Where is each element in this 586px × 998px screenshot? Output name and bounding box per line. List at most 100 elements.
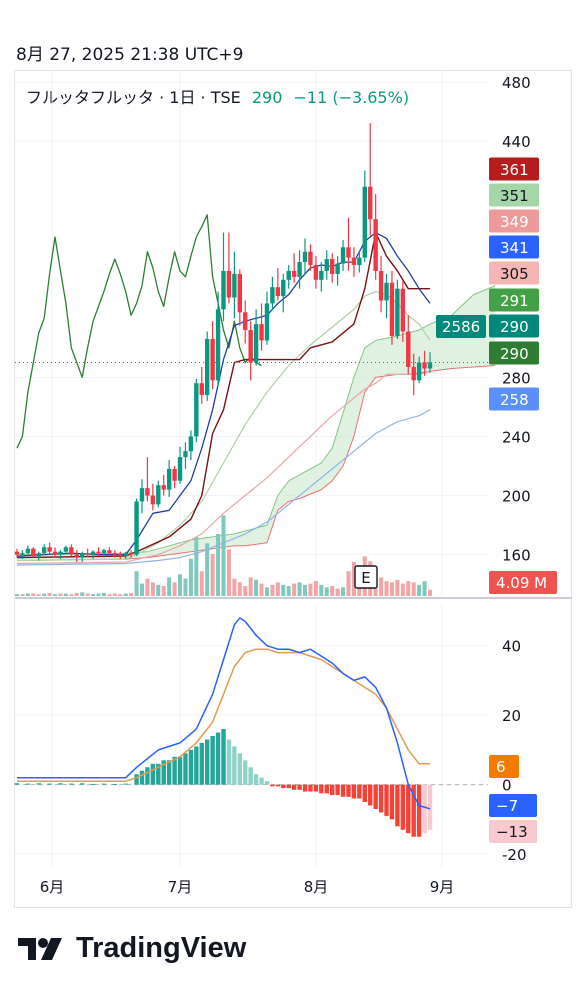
candle-body [275,287,281,297]
candle-body [194,383,199,437]
volume-bar [406,581,411,596]
volume-bar [221,515,226,596]
volume-bar [80,592,85,596]
candle-body [422,362,427,369]
volume-bar [47,592,52,596]
macd-axis-tick: -20 [502,846,527,864]
candle-body [237,273,243,313]
volume-bar [351,561,356,596]
macd-histogram-bar [58,783,63,785]
volume-bar [422,581,427,596]
macd-histogram-bar [210,736,215,785]
countdown-tag [436,315,486,338]
candle-body [411,366,416,381]
volume-bar [15,594,19,596]
tradingview-logo-icon [18,937,62,960]
macd-histogram-bar [156,763,161,785]
candle-body [357,257,362,266]
macd-histogram-bar [177,756,183,785]
price-tag-label: 361 [500,161,529,179]
price-tag [489,183,539,207]
brand-name: TradingView [76,932,247,964]
candle-body [172,468,177,481]
volume-bar [172,582,177,596]
macd-histogram-bar [215,732,221,785]
volume-bar [145,578,150,596]
macd-histogram-bar [324,784,329,794]
volume-bar [286,586,291,596]
timestamp: 8月 27, 2025 21:38 UTC+9 [16,45,244,65]
volume-bar [42,593,47,596]
candle-body [313,265,319,280]
candle-body [52,551,58,555]
macd-histogram-bar [14,783,20,785]
candle-body [373,219,378,271]
candle-body [291,270,297,277]
macd-histogram-bar [406,784,411,834]
candle-body [281,279,286,297]
macd-histogram-bar [123,783,128,785]
volume-bar [69,594,74,596]
x-axis-label: 7月 [168,878,193,896]
candle-body [319,270,324,280]
macd-axis-tick: 0 [502,777,512,795]
candle-body [47,547,52,552]
volume-bar [101,592,106,596]
candle-body [253,324,259,363]
macd-histogram-bar [145,767,150,785]
candle-body [112,553,118,555]
candle-body [378,270,384,301]
candle-body [389,282,395,336]
macd-histogram-bar [400,784,406,830]
volume-bar [330,586,335,596]
candle-body [416,362,422,381]
macd-histogram-bar [302,784,308,792]
volume-bar [303,584,308,596]
volume-bar [96,593,101,596]
symbol-name: フルッタフルッタ · 1日 · TSE [26,88,241,107]
macd-histogram-bar [389,784,395,820]
volume-bar [275,582,280,596]
macd-histogram-bar [226,739,232,785]
brand-logo[interactable]: TradingView [18,932,246,965]
price-tag-label: 305 [500,265,529,283]
volume-bar [243,586,248,596]
candle-body [297,262,302,277]
volume-bar [389,582,394,596]
volume-bar [428,589,432,596]
volume-bar [319,584,324,596]
price-tag-label: 290 [500,345,529,363]
macd-tag [489,794,537,817]
candle-body [351,257,357,266]
macd-histogram-bar [204,739,210,785]
candle-body [20,553,25,555]
candle-body [161,485,166,490]
price-tag [489,235,539,259]
volume-bar [85,593,90,596]
macd-histogram-bar [183,753,188,785]
macd-histogram-bar [259,777,264,785]
candle-body [384,282,389,301]
macd-histogram-bar [237,753,243,785]
candle-body [101,550,107,554]
volume-bar [123,593,128,596]
candle-body [14,551,20,555]
macd-tag-label: −13 [496,823,528,841]
candle-body [74,554,79,558]
macd-histogram-bar [378,784,384,813]
candle-body [324,259,329,271]
volume-bar [264,587,269,596]
volume-bar [281,584,286,596]
symbol-legend[interactable]: フルッタフルッタ · 1日 · TSE 290 −11 (−3.65%) [26,84,409,108]
price-change: −11 (−3.65%) [293,88,410,107]
price-axis-tick: 480 [502,74,531,92]
x-axis-label: 9月 [430,878,455,896]
macd-histogram-bar [281,784,286,789]
candle-body [400,288,406,332]
candle-body [80,553,85,558]
candle-body [58,551,63,555]
volume-bar [25,593,30,596]
macd-histogram-bar [264,781,270,785]
ma-dark-red-line [16,231,430,559]
